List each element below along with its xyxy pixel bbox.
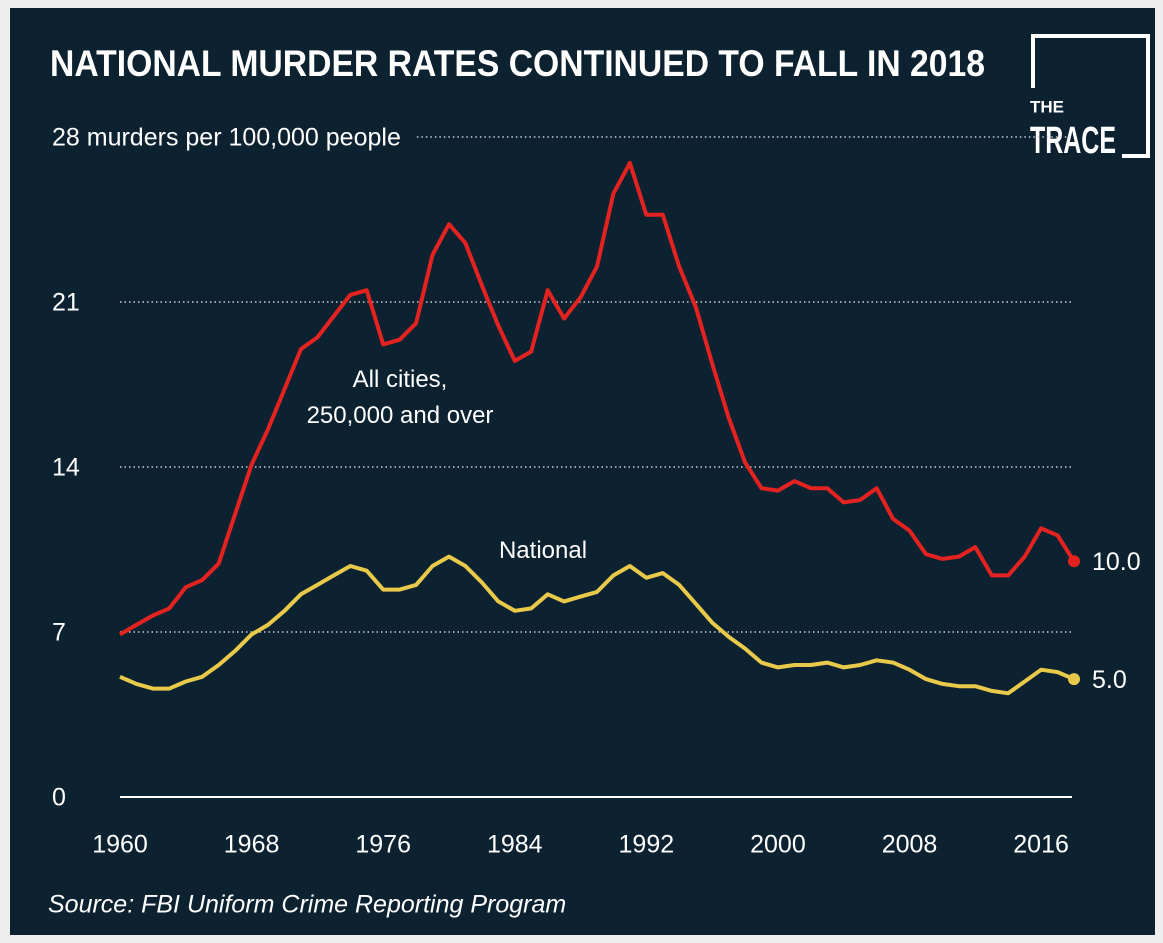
source: Source: FBI Uniform Crime Reporting Prog… (48, 891, 566, 919)
y-tick-label: 7 (52, 619, 66, 647)
end-point (1068, 673, 1080, 686)
series-line (119, 554, 1075, 696)
x-tick-label: 1968 (224, 831, 280, 859)
x-tick-label: 2016 (1013, 831, 1069, 859)
end-label: 10.0 (1092, 548, 1141, 576)
end-point (1068, 555, 1080, 568)
end-label: 5.0 (1092, 666, 1127, 694)
chart-title: NATIONAL MURDER RATES CONTINUED TO FALL … (50, 43, 985, 84)
x-tick-label: 2008 (882, 831, 938, 859)
series-label: All cities, 250,000 and over (306, 366, 494, 429)
y-tick-label: 14 (52, 454, 80, 482)
series-label: National (498, 537, 588, 564)
x-tick-label: 1992 (619, 831, 675, 859)
background (10, 8, 1155, 935)
x-tick-label: 1984 (487, 831, 543, 859)
x-tick-label: 1960 (92, 831, 148, 859)
logo-small: THE (1030, 97, 1064, 116)
y-tick-label: 21 (52, 289, 80, 317)
logo-frame (1031, 34, 1150, 158)
series-line (118, 160, 1076, 637)
logo-big: TRACE (1030, 120, 1116, 162)
y-tick-label: 0 (52, 784, 66, 812)
x-tick-label: 2000 (750, 831, 806, 859)
x-tick-label: 1976 (355, 831, 411, 859)
y-tick-label: 28 murders per 100,000 people (52, 124, 401, 152)
